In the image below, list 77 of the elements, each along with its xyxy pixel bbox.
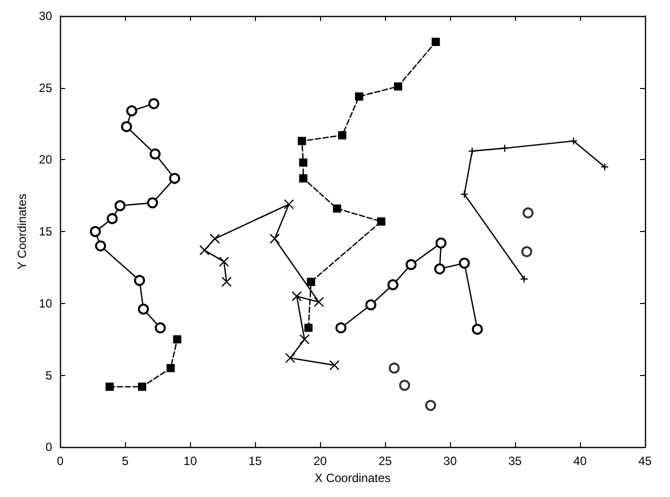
point <box>154 322 166 334</box>
point <box>520 274 528 284</box>
y-tick-label: 0 <box>46 440 53 454</box>
point <box>388 362 400 374</box>
x-tick-label: 25 <box>378 454 392 468</box>
x-tick-label: 35 <box>508 454 522 468</box>
point <box>134 274 146 286</box>
y-tick-label: 25 <box>38 80 53 95</box>
point <box>377 217 386 226</box>
point <box>210 234 220 244</box>
point <box>218 256 230 267</box>
point <box>150 148 161 160</box>
point <box>106 382 114 391</box>
point <box>147 197 158 208</box>
point <box>292 291 302 302</box>
y-tick-label: 30 <box>38 9 53 23</box>
y-tick-label: 5 <box>46 368 53 382</box>
point <box>500 144 509 152</box>
point <box>521 246 532 258</box>
point <box>425 400 436 411</box>
point <box>569 136 578 146</box>
point <box>95 240 106 252</box>
point <box>304 324 313 332</box>
point <box>173 335 182 344</box>
point <box>314 296 324 308</box>
point <box>472 324 483 335</box>
x-tick-label: 5 <box>122 454 129 468</box>
point <box>138 382 146 391</box>
point <box>329 360 340 370</box>
point <box>458 258 470 269</box>
point <box>355 92 364 101</box>
point <box>468 146 476 156</box>
x-tick-label: 30 <box>443 454 458 468</box>
point <box>335 322 346 334</box>
y-axis-title: Y Coordinates <box>15 194 29 270</box>
x-axis-title: X Coordinates <box>314 471 391 485</box>
y-tick-label: 15 <box>38 224 53 239</box>
point <box>270 234 280 244</box>
point <box>460 190 468 198</box>
point <box>148 98 160 110</box>
y-tick-label: 20 <box>38 152 53 167</box>
point <box>126 105 138 116</box>
point <box>365 299 376 310</box>
point <box>114 200 126 212</box>
point <box>106 213 118 224</box>
y-tick-label: 10 <box>38 296 53 310</box>
point <box>90 226 101 238</box>
point <box>284 199 294 210</box>
point <box>387 279 398 290</box>
x-tick-label: 40 <box>573 454 588 468</box>
point <box>298 136 306 146</box>
point <box>432 38 440 46</box>
x-tick-label: 20 <box>313 454 328 468</box>
point <box>406 259 417 270</box>
point <box>299 334 310 344</box>
point <box>394 82 402 91</box>
point <box>299 174 308 182</box>
x-tick-label: 15 <box>248 454 262 468</box>
point <box>399 380 410 391</box>
x-tick-label: 10 <box>184 454 198 468</box>
x-tick-label: 45 <box>638 454 652 468</box>
point <box>121 121 132 132</box>
x-tick-label: 0 <box>56 454 64 468</box>
point <box>138 304 149 315</box>
point <box>169 172 180 184</box>
point <box>199 245 210 256</box>
point <box>332 204 342 213</box>
point <box>166 364 175 372</box>
point <box>434 263 446 274</box>
point <box>285 352 296 364</box>
point <box>435 238 446 249</box>
point <box>338 131 346 140</box>
point <box>221 276 232 287</box>
point <box>600 162 609 171</box>
point <box>299 158 308 167</box>
point <box>522 207 534 218</box>
point <box>306 278 316 286</box>
